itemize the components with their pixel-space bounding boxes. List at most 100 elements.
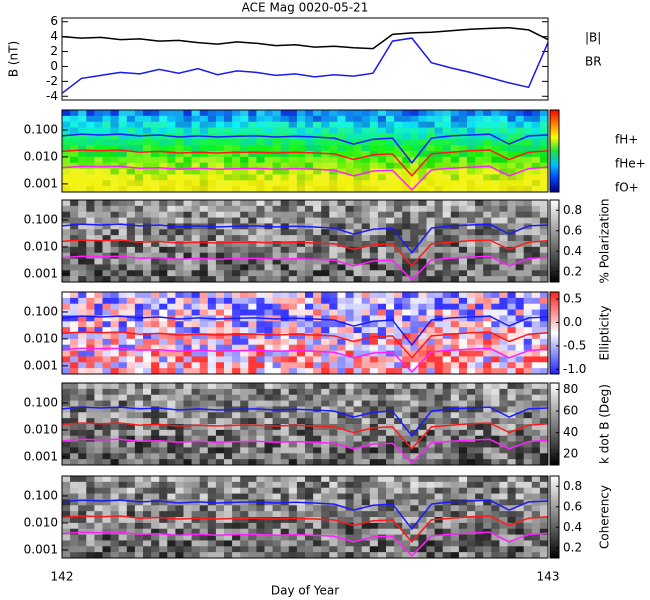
spectrogram-texture bbox=[167, 476, 176, 483]
spectrogram-texture bbox=[386, 145, 395, 152]
spectrogram-texture bbox=[386, 258, 395, 265]
spectrogram-texture bbox=[345, 297, 355, 305]
spectrogram-texture bbox=[475, 205, 484, 213]
spectrogram-texture bbox=[110, 511, 120, 518]
spectrogram-texture bbox=[78, 133, 87, 140]
spectrogram-texture bbox=[402, 388, 411, 396]
spectrogram-texture bbox=[539, 447, 549, 454]
spectrogram-texture bbox=[102, 264, 112, 271]
spectrogram-texture bbox=[62, 156, 71, 164]
spectrogram-texture bbox=[450, 309, 460, 316]
spectrogram-texture bbox=[369, 258, 379, 265]
spectrogram-texture bbox=[288, 505, 298, 512]
spectrogram-texture bbox=[78, 350, 87, 357]
spectrogram-texture bbox=[167, 394, 176, 402]
spectrogram-texture bbox=[248, 162, 257, 170]
spectrogram-texture bbox=[232, 517, 241, 524]
spectrogram-texture bbox=[305, 429, 314, 437]
spectrogram-texture bbox=[337, 303, 346, 311]
spectrogram-texture bbox=[321, 246, 330, 254]
spectrogram-texture bbox=[442, 180, 452, 187]
spectrogram-texture bbox=[305, 350, 314, 357]
spectrogram-texture bbox=[337, 505, 346, 512]
spectrogram-texture bbox=[159, 110, 168, 117]
spectrogram-texture bbox=[207, 127, 217, 134]
spectrogram-texture bbox=[467, 344, 476, 352]
spectrogram-texture bbox=[499, 241, 508, 248]
spectrogram-texture bbox=[499, 418, 508, 425]
spectrogram-texture bbox=[126, 200, 136, 207]
spectrogram-texture bbox=[126, 453, 136, 460]
spectrogram-texture bbox=[232, 546, 241, 553]
spectrogram-texture bbox=[418, 487, 427, 495]
spectrogram-texture bbox=[207, 241, 217, 248]
spectrogram-texture bbox=[434, 400, 444, 407]
spectrogram-texture bbox=[264, 276, 274, 283]
spectrogram-texture bbox=[402, 534, 411, 541]
spectrogram-texture bbox=[305, 344, 314, 352]
spectrogram-texture bbox=[118, 217, 128, 224]
spectrogram-texture bbox=[515, 327, 525, 334]
spectrogram-texture bbox=[288, 447, 298, 454]
spectrogram-texture bbox=[361, 447, 371, 454]
spectrogram-texture bbox=[102, 424, 112, 431]
spectrogram-texture bbox=[483, 493, 492, 500]
spectrogram-texture bbox=[345, 168, 355, 175]
spectrogram-texture bbox=[353, 223, 363, 230]
series-line bbox=[61, 239, 549, 267]
spectrogram-texture bbox=[86, 186, 95, 193]
spectrogram-texture bbox=[62, 121, 71, 129]
spectrogram-texture bbox=[450, 540, 460, 547]
spectrogram-texture bbox=[467, 388, 476, 396]
spectrogram-texture bbox=[499, 229, 508, 236]
spectrogram-texture bbox=[377, 476, 387, 483]
spectrogram-texture bbox=[475, 356, 484, 363]
spectrogram-texture bbox=[507, 162, 517, 170]
spectrogram-texture bbox=[515, 264, 525, 271]
spectrogram-texture bbox=[426, 168, 436, 175]
spectrogram-texture bbox=[288, 453, 298, 460]
spectrogram-texture bbox=[321, 327, 330, 334]
spectrogram-texture bbox=[134, 534, 144, 541]
spectrogram-texture bbox=[86, 511, 95, 518]
spectrogram-texture bbox=[143, 292, 152, 299]
spectrogram-texture bbox=[183, 309, 193, 316]
spectrogram-texture bbox=[126, 552, 136, 559]
spectrogram-texture bbox=[394, 435, 403, 443]
spectrogram-texture bbox=[151, 412, 160, 419]
spectrogram-texture bbox=[507, 223, 517, 230]
spectrogram-texture bbox=[175, 481, 184, 489]
spectrogram-texture bbox=[78, 481, 87, 489]
spectrogram-texture bbox=[159, 151, 168, 158]
spectrogram-texture bbox=[515, 499, 525, 506]
spectrogram-texture bbox=[134, 174, 144, 181]
spectrogram-texture bbox=[394, 487, 403, 495]
spectrogram-texture bbox=[224, 264, 233, 271]
spectrogram-texture bbox=[159, 447, 168, 454]
spectrogram-texture bbox=[467, 499, 476, 506]
spectrogram-texture bbox=[499, 205, 508, 213]
spectrogram-texture bbox=[207, 121, 217, 129]
spectrogram-texture bbox=[94, 127, 103, 134]
spectrogram-texture bbox=[539, 139, 549, 146]
spectrogram-texture bbox=[240, 229, 249, 236]
spectrogram-texture bbox=[143, 168, 152, 175]
spectrogram-texture bbox=[353, 270, 363, 277]
spectrogram-texture bbox=[523, 276, 533, 283]
spectrogram-texture bbox=[337, 156, 346, 164]
spectrogram-texture bbox=[467, 394, 476, 402]
spectrogram-texture bbox=[78, 327, 87, 334]
spectrogram-texture bbox=[369, 406, 379, 413]
spectrogram-texture bbox=[329, 309, 338, 316]
spectrogram-texture bbox=[426, 441, 436, 448]
colorbar bbox=[549, 382, 560, 466]
spectrogram-texture bbox=[126, 493, 136, 500]
spectrogram-texture bbox=[199, 327, 209, 334]
colorbar-tick-label: 60 bbox=[563, 404, 578, 418]
spectrogram-texture bbox=[450, 127, 460, 134]
spectrogram-texture bbox=[418, 217, 427, 224]
spectrogram-texture bbox=[410, 139, 419, 146]
spectrogram-texture bbox=[159, 546, 168, 553]
spectrogram-texture bbox=[183, 424, 193, 431]
